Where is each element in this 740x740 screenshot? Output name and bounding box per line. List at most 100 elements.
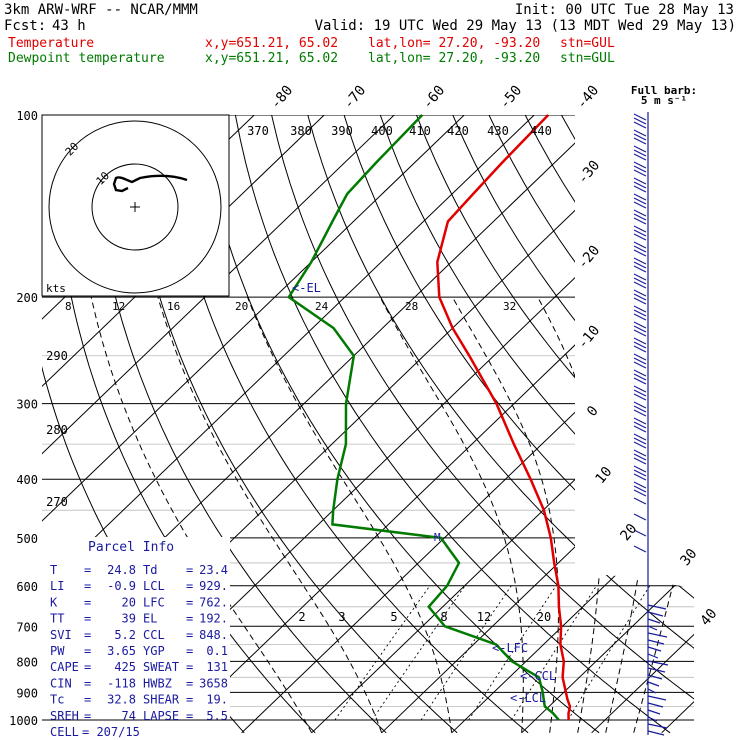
hodograph-scale-label: 20 [235,300,248,313]
wind-barb [633,261,647,269]
parcel-value: 23.4 [199,563,228,577]
pressure-label: 100 [16,109,38,123]
dry-adiabat-line [669,115,694,734]
wind-barb [633,233,647,241]
parcel-equals: = [84,660,91,674]
wind-barb [633,353,647,361]
parcel-equals: = [186,563,193,577]
isotherm-line [241,115,694,734]
theta-label: 380 [290,124,312,138]
hodograph-ring [91,163,179,251]
mixing-ratio-line [567,585,651,721]
wind-barb [633,425,647,433]
isotherm-label: -80 [268,83,297,113]
parcel-key: Td [143,563,157,577]
wind-barb [633,449,647,457]
wind-barb [633,273,647,281]
wind-barb [633,281,647,289]
moist-adiabat-line [605,296,653,733]
parcel-equals: = [84,676,91,690]
wind-barb [633,469,647,477]
wind-barb [647,716,658,722]
wind-barb [633,201,647,209]
parcel-value: 5.2 [114,628,136,642]
parcel-key: T [50,563,57,577]
theta-label: 370 [247,124,269,138]
isotherm-line [661,115,694,734]
parcel-value: 5.5 [206,709,228,723]
mixing-ratio-line [420,585,512,721]
hodograph-scale-label: 12 [112,300,125,313]
isotherm-line [732,115,740,733]
wind-barb [647,695,667,701]
parcel-value: 3.65 [107,644,136,658]
pressure-label: 1000 [9,714,38,728]
isotherm-label: 0 [584,403,602,420]
wind-barb [633,417,647,425]
hodograph-trace [112,174,188,193]
isotherm-label: -10 [575,323,604,353]
wind-barb [633,321,647,329]
parcel-key: CAPE [50,660,79,674]
wind-barb [633,229,647,237]
wind-barb [647,639,665,645]
wind-barb [633,405,647,413]
hodograph-scale-label: 16 [167,300,180,313]
parcel-equals: = [84,644,91,658]
wind-barb [633,289,647,297]
wind-barb [633,305,647,313]
mixing-ratio-label: 8 [440,610,447,624]
dry-adiabat-line [416,115,694,734]
wind-barb [633,209,647,217]
parcel-value: 19. [206,693,228,707]
mixing-ratio-label: 12 [477,610,491,624]
pressure-label: 200 [16,291,38,305]
wind-barb [633,377,647,385]
isotherm-line [42,115,535,734]
hodograph-center-icon [130,202,140,212]
isotherm-label: 10 [592,464,615,487]
pressure-label: 700 [16,620,38,634]
isotherm-line [42,115,465,734]
parcel-equals: = [186,660,193,674]
dry-adiabat-line [271,115,694,734]
parcel-key: HWBZ [143,676,172,690]
mixing-ratio-line [334,585,431,721]
wind-barb [633,165,647,173]
wind-barb [633,485,647,493]
wind-barb [633,117,647,125]
wind-barb [633,193,647,201]
wind-barb [633,265,647,273]
dewpoint-legend-stn: stn=GUL [560,51,615,66]
mixing-ratio-label: 2 [298,610,305,624]
parcel-key: TT [50,612,64,626]
wind-barb [647,653,659,659]
theta-label: 420 [447,124,469,138]
wind-barb [633,241,647,249]
wind-barb [633,357,647,365]
parcel-key: LCL [143,579,165,593]
pressure-label: 800 [16,655,38,669]
wind-barb [633,245,647,253]
hodograph-units: kts [46,282,66,295]
dry-adiabat-line [126,115,458,734]
temperature-legend-xy: x,y=651.21, 65.02 [205,36,339,51]
mixing-ratio-label: 3 [338,610,345,624]
mixing-ratio-line [511,585,597,721]
isotherm-line [591,115,694,734]
wind-barb [633,297,647,305]
temperature-legend-label: Temperature [8,36,95,51]
wind-barb [633,169,647,177]
wind-barb [633,225,647,233]
wind-barb [633,149,647,157]
isotherm-label: 30 [677,546,700,569]
theta-label: 280 [46,423,68,437]
parcel-value: 3658 [199,676,228,690]
wind-barb [633,137,647,145]
wind-barb [633,121,647,129]
isotherm-label: -20 [575,243,604,273]
parcel-equals: = [84,612,91,626]
parcel-equals: = [84,595,91,609]
wind-barb [633,401,647,409]
